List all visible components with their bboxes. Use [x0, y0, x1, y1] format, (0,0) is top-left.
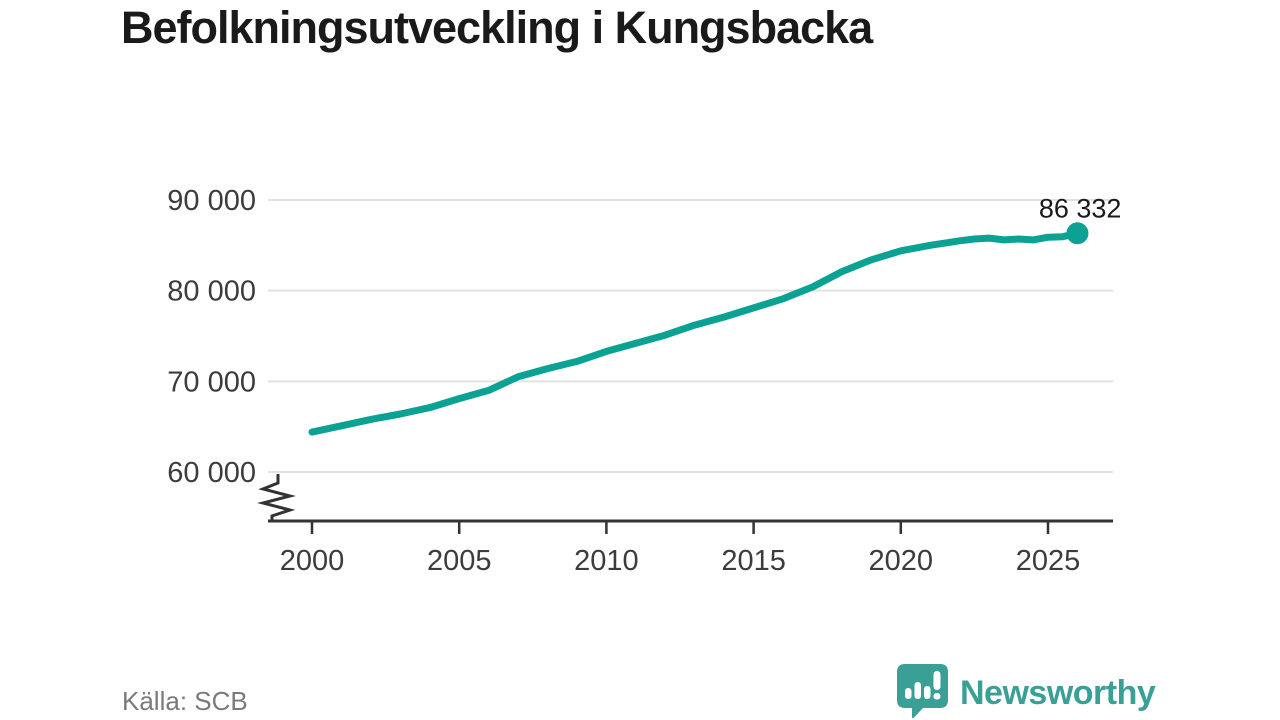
source-note: Källa: SCB: [122, 686, 248, 716]
last-point-marker: [1066, 222, 1089, 245]
brand-logo: Newsworthy: [896, 663, 1156, 720]
chart-title: Befolkningsutveckling i Kungsbacka: [121, 2, 873, 53]
x-axis-tick-label: 2000: [280, 545, 345, 577]
y-axis-tick-label: 90 000: [167, 185, 256, 217]
y-axis-tick-label: 60 000: [167, 457, 256, 489]
y-axis-tick-label: 80 000: [167, 276, 256, 308]
x-axis-tick-label: 2010: [574, 545, 639, 577]
y-axis-break-icon: [257, 474, 296, 520]
last-value-label: 86 332: [1039, 193, 1122, 223]
newsworthy-bar-chart-speech-bubble-icon: [896, 663, 949, 720]
y-axis-tick-label: 70 000: [167, 366, 256, 398]
x-axis-tick-label: 2025: [1016, 545, 1081, 577]
x-axis-tick-label: 2005: [427, 545, 492, 577]
brand-name: Newsworthy: [960, 674, 1156, 712]
x-axis-tick-label: 2015: [721, 545, 786, 577]
x-axis-tick-label: 2020: [869, 545, 934, 577]
population-series-line: [308, 229, 1081, 436]
